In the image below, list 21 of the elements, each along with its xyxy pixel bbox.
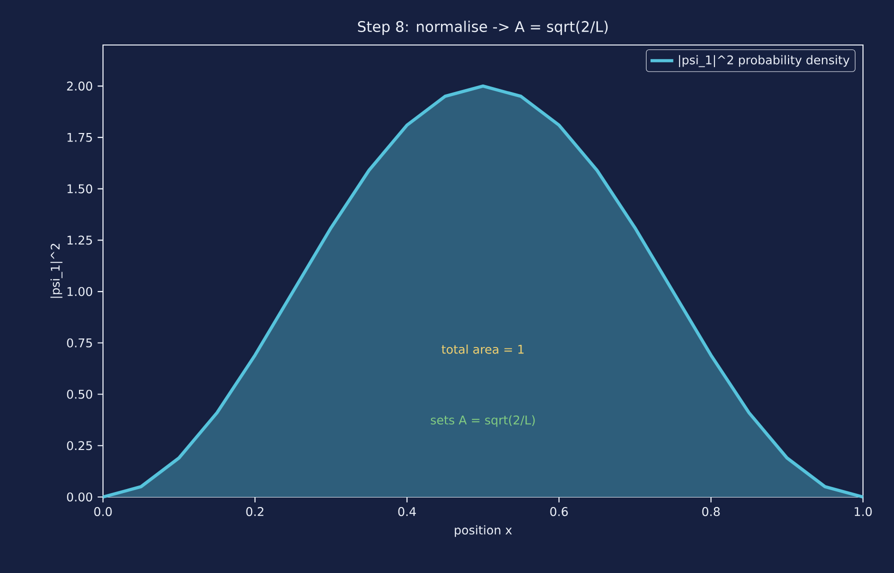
x-tick-label: 0.0 [94,507,112,516]
y-tick-label: 0.25 [67,441,92,450]
legend-label: |psi_1|^2 probability density [679,55,850,68]
x-tick-label: 0.2 [246,507,264,516]
annotation: total area = 1 [442,344,524,354]
x-tick-label: 0.4 [398,507,416,516]
x-tick-label: 0.8 [702,507,720,516]
x-tick-label: 1.0 [854,507,872,516]
x-axis-title: position x [454,525,512,537]
y-tick-label: 1.50 [68,184,92,194]
y-tick-label: 1.25 [68,236,92,245]
annotation: sets A = sqrt(2/L) [430,415,535,427]
y-tick-label: 0.00 [67,492,92,502]
y-tick-label: 1.75 [68,132,92,142]
y-tick-label: 2.00 [67,82,92,91]
y-axis-title: |psi_1|^2 [50,244,62,298]
y-tick-label: 1.00 [68,286,92,296]
y-tick-label: 0.75 [67,338,92,348]
chart-title: Step 8: normalise -> A = sqrt(2/L) [358,20,608,35]
y-tick-label: 0.50 [67,390,92,399]
x-tick-label: 0.6 [550,507,568,516]
